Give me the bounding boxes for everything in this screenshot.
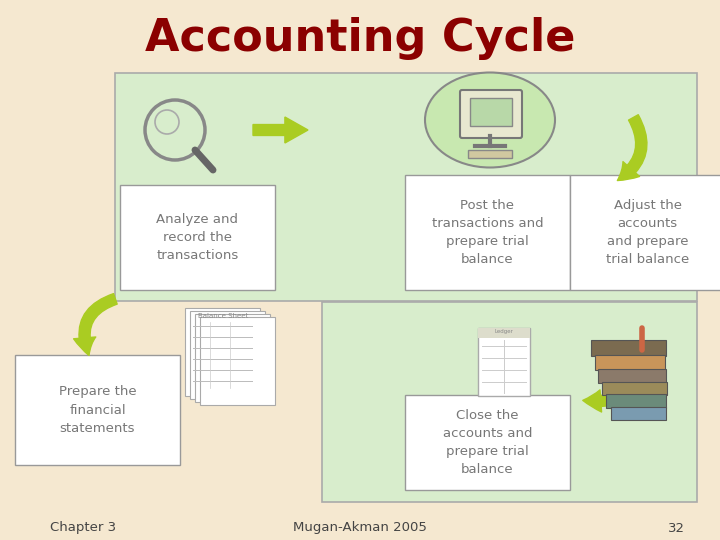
FancyBboxPatch shape xyxy=(606,394,666,408)
Text: Chapter 3: Chapter 3 xyxy=(50,522,116,535)
FancyBboxPatch shape xyxy=(15,355,180,465)
FancyBboxPatch shape xyxy=(322,302,697,502)
Text: Prepare the
financial
statements: Prepare the financial statements xyxy=(59,386,136,435)
FancyBboxPatch shape xyxy=(598,369,666,383)
FancyBboxPatch shape xyxy=(120,185,275,290)
FancyBboxPatch shape xyxy=(115,73,697,301)
Ellipse shape xyxy=(425,72,555,167)
Text: Close the
accounts and
prepare trial
balance: Close the accounts and prepare trial bal… xyxy=(443,409,532,476)
FancyBboxPatch shape xyxy=(190,311,265,399)
Text: Post the
transactions and
prepare trial
balance: Post the transactions and prepare trial … xyxy=(432,199,544,266)
Text: Ledger: Ledger xyxy=(495,329,513,334)
Polygon shape xyxy=(253,117,308,143)
FancyBboxPatch shape xyxy=(405,175,570,290)
Text: Analyze and
record the
transactions: Analyze and record the transactions xyxy=(156,213,238,262)
FancyBboxPatch shape xyxy=(611,407,666,420)
Text: 32: 32 xyxy=(668,522,685,535)
Text: Accounting Cycle: Accounting Cycle xyxy=(145,17,575,59)
Polygon shape xyxy=(205,356,265,384)
FancyBboxPatch shape xyxy=(570,175,720,290)
FancyArrowPatch shape xyxy=(73,294,117,355)
FancyBboxPatch shape xyxy=(405,395,570,490)
Text: Balance Sheet: Balance Sheet xyxy=(198,313,248,319)
FancyBboxPatch shape xyxy=(460,90,522,138)
FancyBboxPatch shape xyxy=(185,308,260,396)
Text: Adjust the
accounts
and prepare
trial balance: Adjust the accounts and prepare trial ba… xyxy=(606,199,689,266)
FancyBboxPatch shape xyxy=(195,314,270,402)
FancyBboxPatch shape xyxy=(468,150,512,158)
FancyArrowPatch shape xyxy=(582,360,663,412)
FancyBboxPatch shape xyxy=(478,328,530,396)
FancyBboxPatch shape xyxy=(591,340,666,356)
FancyBboxPatch shape xyxy=(200,317,275,405)
FancyBboxPatch shape xyxy=(478,328,530,338)
Text: Mugan-Akman 2005: Mugan-Akman 2005 xyxy=(293,522,427,535)
FancyBboxPatch shape xyxy=(470,98,512,126)
FancyArrowPatch shape xyxy=(617,114,647,180)
FancyBboxPatch shape xyxy=(595,355,665,370)
FancyBboxPatch shape xyxy=(602,382,667,395)
